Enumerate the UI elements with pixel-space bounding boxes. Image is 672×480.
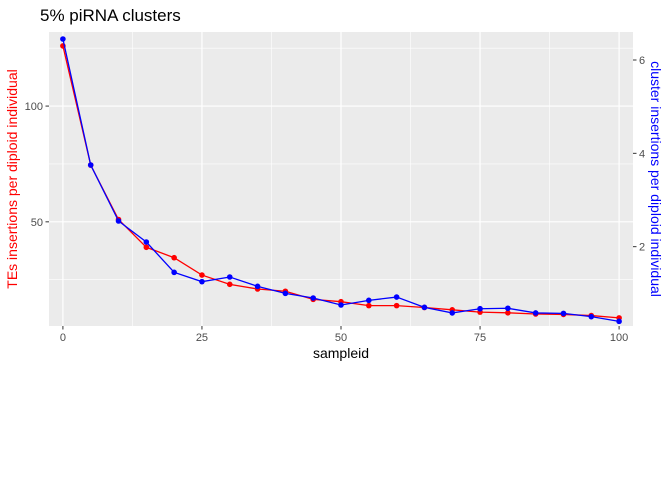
data-point-right bbox=[449, 310, 456, 316]
x-axis-title: sampleid bbox=[313, 345, 369, 361]
axes: 0 25 50 75 100 50 100 2 4 6 bbox=[25, 55, 645, 344]
data-point-right bbox=[393, 294, 400, 300]
data-point-right bbox=[199, 278, 205, 285]
data-point-left bbox=[171, 254, 177, 261]
data-point-right bbox=[226, 274, 233, 280]
x-tick-label: 50 bbox=[335, 332, 347, 344]
x-tick-label: 75 bbox=[474, 332, 486, 344]
data-point-left bbox=[143, 244, 150, 251]
data-point-right bbox=[588, 313, 595, 320]
y-right-tick-label: 4 bbox=[639, 148, 645, 160]
data-point-right bbox=[616, 318, 622, 325]
data-point-right bbox=[143, 239, 150, 245]
y-right-tick-label: 6 bbox=[639, 55, 645, 67]
data-point-left bbox=[366, 302, 372, 309]
x-tick-label: 0 bbox=[60, 332, 66, 344]
data-point-right bbox=[282, 290, 289, 297]
y-right-tick-label: 2 bbox=[639, 242, 645, 254]
data-point-right bbox=[505, 305, 511, 312]
data-point-right bbox=[171, 269, 177, 276]
y-left-tick-label: 100 bbox=[25, 101, 43, 113]
data-point-right bbox=[115, 218, 122, 224]
x-tick-label: 25 bbox=[196, 332, 208, 344]
y-left-tick-label: 50 bbox=[31, 217, 43, 229]
data-point-right bbox=[338, 302, 344, 308]
y-axis-left-title: TEs insertions per diploid individual bbox=[4, 69, 20, 288]
series-layer bbox=[60, 36, 622, 325]
data-point-right bbox=[477, 305, 483, 312]
data-point-right bbox=[87, 162, 94, 168]
data-point-left bbox=[393, 302, 400, 309]
data-point-left bbox=[226, 281, 233, 288]
data-point-left bbox=[199, 272, 205, 278]
grid-lines bbox=[49, 32, 633, 326]
chart-title: 5% piRNA clusters bbox=[40, 6, 181, 25]
data-point-right bbox=[366, 297, 372, 304]
series-right bbox=[60, 36, 622, 325]
data-point-right bbox=[60, 36, 66, 42]
data-point-right bbox=[421, 304, 428, 311]
y-axis-right-title: cluster insertions per diploid individua… bbox=[648, 61, 664, 297]
x-tick-label: 100 bbox=[610, 332, 628, 344]
data-point-left bbox=[505, 310, 511, 316]
data-point-right bbox=[310, 295, 316, 301]
data-point-right bbox=[532, 310, 539, 316]
data-point-right bbox=[254, 283, 261, 290]
data-point-right bbox=[560, 310, 567, 317]
